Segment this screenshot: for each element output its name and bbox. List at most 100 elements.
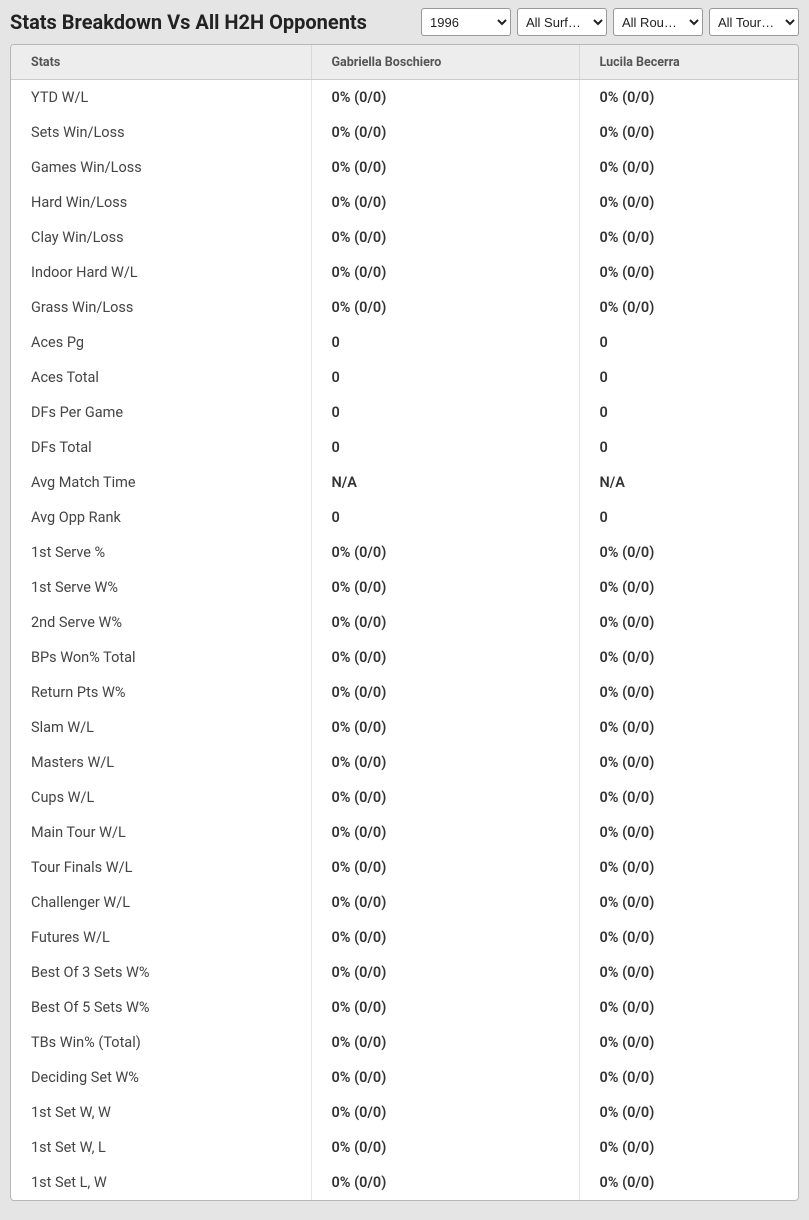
stats-table: Stats Gabriella Boschiero Lucila Becerra… (11, 45, 798, 1200)
stat-value: 0 (579, 430, 798, 465)
stat-value: 0% (0/0) (579, 220, 798, 255)
table-row: Best Of 5 Sets W%0% (0/0)0% (0/0) (11, 990, 798, 1025)
stat-value: 0% (0/0) (311, 780, 579, 815)
stat-value: 0% (0/0) (311, 1165, 579, 1200)
stat-value: 0% (0/0) (311, 920, 579, 955)
table-row: Main Tour W/L0% (0/0)0% (0/0) (11, 815, 798, 850)
stats-table-container: Stats Gabriella Boschiero Lucila Becerra… (10, 44, 799, 1201)
stat-value: N/A (311, 465, 579, 500)
table-row: 2nd Serve W%0% (0/0)0% (0/0) (11, 605, 798, 640)
stat-label: Challenger W/L (11, 885, 311, 920)
stat-label: 1st Set W, L (11, 1130, 311, 1165)
stat-label: BPs Won% Total (11, 640, 311, 675)
stat-label: Futures W/L (11, 920, 311, 955)
table-row: BPs Won% Total0% (0/0)0% (0/0) (11, 640, 798, 675)
stat-value: 0% (0/0) (311, 1130, 579, 1165)
stat-label: Masters W/L (11, 745, 311, 780)
table-row: Cups W/L0% (0/0)0% (0/0) (11, 780, 798, 815)
stat-value: 0% (0/0) (579, 185, 798, 220)
round-select[interactable]: All Rou… (613, 8, 703, 36)
stat-value: 0% (0/0) (579, 605, 798, 640)
table-row: Slam W/L0% (0/0)0% (0/0) (11, 710, 798, 745)
table-header-row: Stats Gabriella Boschiero Lucila Becerra (11, 45, 798, 80)
stat-label: Sets Win/Loss (11, 115, 311, 150)
stat-value: 0% (0/0) (579, 885, 798, 920)
table-row: Tour Finals W/L0% (0/0)0% (0/0) (11, 850, 798, 885)
table-row: Hard Win/Loss0% (0/0)0% (0/0) (11, 185, 798, 220)
stat-value: 0% (0/0) (311, 885, 579, 920)
stat-value: 0% (0/0) (311, 745, 579, 780)
stats-panel: Stats Breakdown Vs All H2H Opponents 199… (0, 0, 809, 1213)
stat-value: 0% (0/0) (579, 150, 798, 185)
stat-value: 0% (0/0) (579, 990, 798, 1025)
stat-value: 0% (0/0) (311, 1060, 579, 1095)
stat-value: 0% (0/0) (311, 605, 579, 640)
stat-value: 0 (579, 325, 798, 360)
table-row: DFs Per Game00 (11, 395, 798, 430)
table-row: Return Pts W%0% (0/0)0% (0/0) (11, 675, 798, 710)
table-row: 1st Set W, W0% (0/0)0% (0/0) (11, 1095, 798, 1130)
stat-label: 1st Serve % (11, 535, 311, 570)
table-row: Futures W/L0% (0/0)0% (0/0) (11, 920, 798, 955)
stat-label: Deciding Set W% (11, 1060, 311, 1095)
stat-value: 0% (0/0) (311, 115, 579, 150)
stat-label: Best Of 3 Sets W% (11, 955, 311, 990)
year-select[interactable]: 1996 (421, 8, 511, 36)
stat-label: TBs Win% (Total) (11, 1025, 311, 1060)
filter-bar: 1996 All Surf… All Rou… All Tour… (421, 8, 799, 36)
stat-value: 0% (0/0) (579, 255, 798, 290)
stat-label: DFs Total (11, 430, 311, 465)
stat-value: 0% (0/0) (579, 1130, 798, 1165)
table-row: Masters W/L0% (0/0)0% (0/0) (11, 745, 798, 780)
stat-value: 0% (0/0) (579, 1025, 798, 1060)
table-row: 1st Serve W%0% (0/0)0% (0/0) (11, 570, 798, 605)
table-row: Clay Win/Loss0% (0/0)0% (0/0) (11, 220, 798, 255)
stat-value: 0% (0/0) (579, 780, 798, 815)
table-row: Best Of 3 Sets W%0% (0/0)0% (0/0) (11, 955, 798, 990)
stat-value: 0% (0/0) (579, 290, 798, 325)
table-row: 1st Set L, W0% (0/0)0% (0/0) (11, 1165, 798, 1200)
stat-value: 0% (0/0) (579, 920, 798, 955)
stat-value: 0% (0/0) (311, 150, 579, 185)
table-row: 1st Set W, L0% (0/0)0% (0/0) (11, 1130, 798, 1165)
stat-value: 0% (0/0) (311, 220, 579, 255)
table-row: Aces Total00 (11, 360, 798, 395)
stat-label: DFs Per Game (11, 395, 311, 430)
stat-label: Slam W/L (11, 710, 311, 745)
stat-label: 1st Serve W% (11, 570, 311, 605)
stat-value: 0% (0/0) (579, 115, 798, 150)
tour-select[interactable]: All Tour… (709, 8, 799, 36)
stat-value: 0 (579, 395, 798, 430)
stat-label: Cups W/L (11, 780, 311, 815)
table-row: Deciding Set W%0% (0/0)0% (0/0) (11, 1060, 798, 1095)
stat-value: 0% (0/0) (311, 955, 579, 990)
stat-label: Clay Win/Loss (11, 220, 311, 255)
panel-header: Stats Breakdown Vs All H2H Opponents 199… (10, 8, 799, 44)
stat-value: 0 (579, 500, 798, 535)
stat-value: 0% (0/0) (311, 710, 579, 745)
stat-value: 0% (0/0) (579, 955, 798, 990)
stat-value: 0% (0/0) (579, 745, 798, 780)
table-row: Aces Pg00 (11, 325, 798, 360)
stat-label: Hard Win/Loss (11, 185, 311, 220)
stat-label: Return Pts W% (11, 675, 311, 710)
stat-value: 0% (0/0) (311, 640, 579, 675)
stat-value: 0% (0/0) (311, 80, 579, 115)
table-row: 1st Serve %0% (0/0)0% (0/0) (11, 535, 798, 570)
stat-label: 2nd Serve W% (11, 605, 311, 640)
surface-select[interactable]: All Surf… (517, 8, 607, 36)
stat-value: N/A (579, 465, 798, 500)
col-header-player2: Lucila Becerra (579, 45, 798, 80)
stat-value: 0 (311, 395, 579, 430)
col-header-stats: Stats (11, 45, 311, 80)
stat-value: 0% (0/0) (579, 535, 798, 570)
stat-value: 0% (0/0) (579, 1060, 798, 1095)
table-row: Grass Win/Loss0% (0/0)0% (0/0) (11, 290, 798, 325)
stat-value: 0% (0/0) (579, 80, 798, 115)
col-header-player1: Gabriella Boschiero (311, 45, 579, 80)
stat-value: 0 (311, 430, 579, 465)
stat-value: 0% (0/0) (311, 290, 579, 325)
table-row: DFs Total00 (11, 430, 798, 465)
stat-label: Best Of 5 Sets W% (11, 990, 311, 1025)
stat-label: Tour Finals W/L (11, 850, 311, 885)
